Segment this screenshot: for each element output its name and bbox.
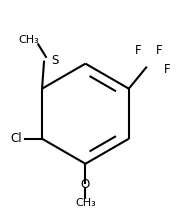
Text: CH₃: CH₃ <box>18 35 39 45</box>
Text: F: F <box>135 44 142 57</box>
Text: F: F <box>156 44 163 57</box>
Text: Cl: Cl <box>10 132 22 145</box>
Text: O: O <box>81 177 90 191</box>
Text: S: S <box>51 54 58 67</box>
Text: F: F <box>164 63 171 76</box>
Text: CH₃: CH₃ <box>75 198 96 208</box>
